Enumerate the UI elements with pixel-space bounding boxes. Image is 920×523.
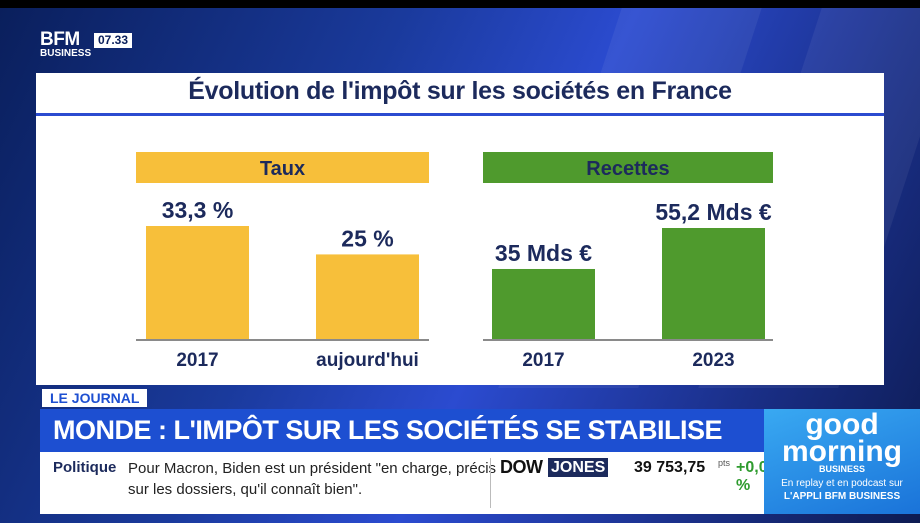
category-label: 2023: [692, 350, 734, 371]
market-value: 39 753,75: [634, 459, 706, 476]
bar: [662, 228, 765, 340]
panel-header-bar: [136, 152, 429, 183]
ticker-text: Pour Macron, Biden est un président "en …: [128, 460, 497, 498]
chart-panel: Évolution de l'impôt sur les sociétés en…: [36, 73, 884, 385]
promo-title: good morning: [764, 408, 920, 468]
top-black-bar: [0, 0, 920, 8]
promo-line-2: L'APPLI BFM BUSINESS: [783, 491, 901, 502]
panel-header-bar: [483, 152, 773, 183]
promo-title-line-2: morning: [782, 435, 902, 468]
news-ticker: Politique Pour Macron, Biden est un prés…: [40, 452, 776, 514]
market-unit: pts: [718, 458, 731, 468]
logo-sub: BUSINESS: [40, 48, 92, 59]
section-tag: LE JOURNAL: [42, 389, 148, 407]
headline-bar: MONDE : L'IMPÔT SUR LES SOCIÉTÉS SE STAB…: [40, 409, 764, 452]
bar-value-label: 35 Mds €: [495, 240, 592, 266]
category-label: 2017: [522, 350, 564, 371]
ticker-label: Politique: [53, 459, 117, 476]
category-label: 2017: [176, 350, 218, 371]
promo-line-1: En replay et en podcast sur: [781, 478, 903, 489]
bar-value-label: 55,2 Mds €: [655, 199, 772, 225]
bar-value-label: 33,3 %: [162, 197, 234, 223]
promo-title-line-1: good: [805, 408, 879, 441]
bar: [492, 268, 595, 340]
promo-text: En replay et en podcast sur L'APPLI BFM …: [764, 477, 920, 503]
chart-svg: Taux 33,3 % 2017 25 % aujourd'hui Recettes 35 …: [136, 152, 773, 371]
clock: 07.33: [94, 33, 133, 48]
category-label: aujourd'hui: [316, 350, 419, 371]
title-underline: [36, 113, 884, 116]
bar-value-label: 25 %: [341, 225, 393, 251]
bar: [316, 254, 419, 340]
bar: [146, 226, 249, 340]
market-index-badge: JONES: [548, 458, 609, 477]
good-morning-promo: good morning BUSINESS En replay et en po…: [764, 409, 920, 514]
promo-brand: BUSINESS: [818, 464, 865, 474]
panel-header-label: Taux: [260, 158, 305, 180]
channel-logo: BFM BUSINESS: [40, 29, 92, 59]
chart-title: Évolution de l'impôt sur les sociétés en…: [188, 77, 732, 105]
logo-main: BFM: [40, 29, 80, 50]
panel-header-label: Recettes: [586, 158, 669, 180]
headline-text: MONDE : L'IMPÔT SUR LES SOCIÉTÉS SE STAB…: [53, 415, 722, 445]
market-index-name: DOW: [500, 457, 543, 477]
ticker-divider: [490, 458, 491, 508]
